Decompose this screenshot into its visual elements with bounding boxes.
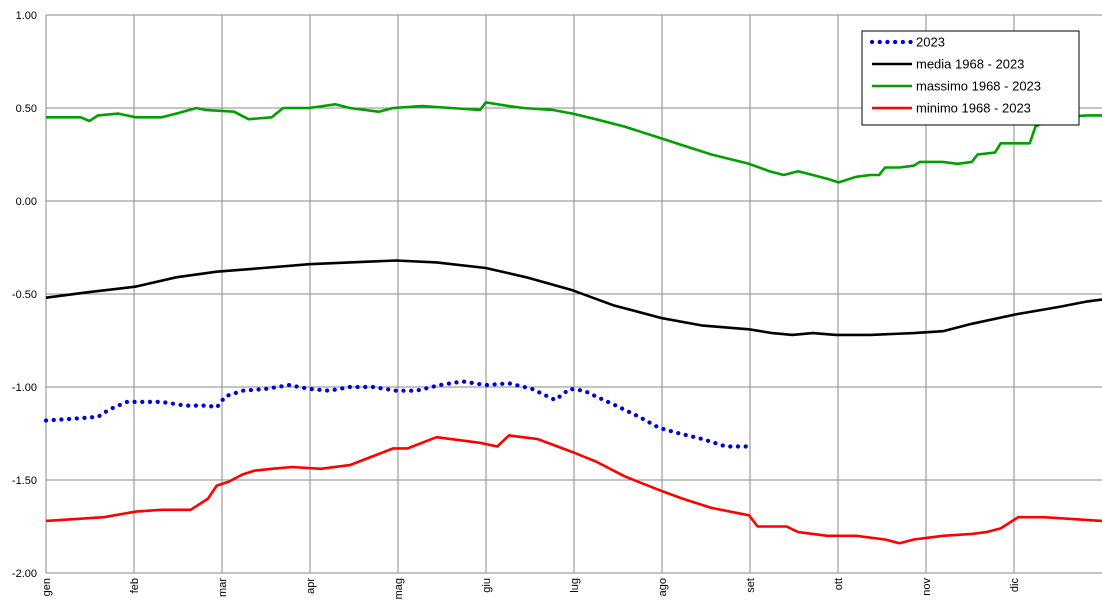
y-axis-ticks: 1.00 0.50 0.00 -0.50 -1.00 -1.50 -2.00 bbox=[12, 10, 37, 580]
legend-label-minimo-1968-2023: minimo 1968 - 2023 bbox=[916, 101, 1031, 116]
y-tick-label: 0.00 bbox=[16, 196, 37, 208]
x-tick-label: set bbox=[745, 578, 757, 593]
y-tick-label: -0.50 bbox=[12, 289, 37, 301]
y-tick-label: -2.00 bbox=[12, 568, 37, 580]
legend-label-2023: 2023 bbox=[916, 35, 945, 50]
x-tick-label: giu bbox=[481, 578, 493, 593]
series-line-2023 bbox=[43, 379, 752, 449]
legend-label-media-1968-2023: media 1968 - 2023 bbox=[916, 57, 1024, 72]
x-axis-ticks: gen feb mar apr mag giu lug ago set ott nov dic bbox=[41, 578, 1021, 600]
y-tick-label: -1.50 bbox=[12, 475, 37, 487]
legend-label-massimo-1968-2023: massimo 1968 - 2023 bbox=[916, 79, 1041, 94]
y-tick-label: -1.00 bbox=[12, 382, 37, 394]
x-tick-label: dic bbox=[1009, 578, 1021, 593]
y-tick-label: 1.00 bbox=[16, 10, 37, 22]
x-tick-label: mar bbox=[217, 578, 229, 597]
series-line-massimo-1968-2023 bbox=[46, 101, 1102, 184]
y-tick-label: 0.50 bbox=[16, 103, 37, 115]
legend-box bbox=[861, 30, 1080, 126]
x-tick-label: ott bbox=[833, 578, 845, 590]
x-tick-label: ago bbox=[657, 578, 669, 596]
x-tick-label: feb bbox=[129, 578, 141, 593]
x-tick-label: lug bbox=[569, 578, 581, 593]
legend: 2023 media 1968 - 2023 massimo 1968 - 2023… bbox=[861, 30, 1080, 126]
x-tick-label: nov bbox=[921, 578, 933, 596]
series-line-minimo-1968-2023 bbox=[45, 434, 1102, 545]
x-tick-label: apr bbox=[305, 578, 317, 594]
x-tick-label: mag bbox=[393, 578, 405, 599]
series-line-media-1968-2023 bbox=[45, 259, 1102, 337]
series-lines bbox=[43, 101, 1102, 545]
x-tick-label: gen bbox=[41, 578, 53, 596]
